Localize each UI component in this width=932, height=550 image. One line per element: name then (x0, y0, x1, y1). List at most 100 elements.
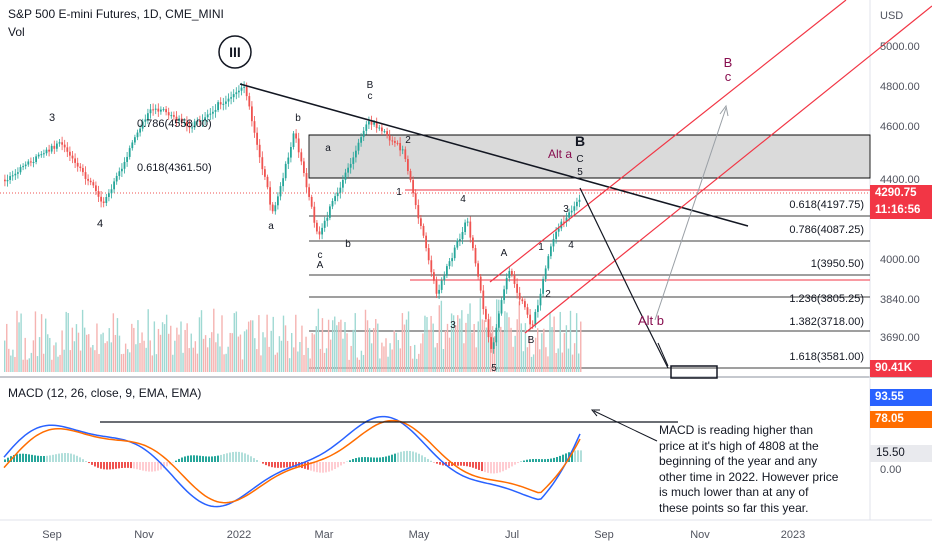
wave-label: 3 (563, 204, 569, 215)
candle-body (144, 119, 147, 122)
macd-histogram-bar (349, 460, 351, 462)
candle-body (175, 116, 178, 121)
volume-bar (467, 313, 469, 372)
candle-body (284, 163, 287, 179)
macd-histogram-bar (406, 450, 408, 462)
volume-bar (151, 355, 153, 372)
candle-body (152, 109, 154, 111)
candle-body (274, 205, 277, 212)
volume-bar (545, 347, 547, 372)
macd-histogram-bar (268, 462, 270, 467)
volume-bar (161, 322, 164, 372)
note-arrow-head (590, 409, 600, 417)
candle-body (526, 307, 529, 315)
volume-bar (254, 338, 256, 372)
macd-histogram-bar (193, 455, 195, 462)
candle-body (118, 171, 121, 176)
volume-bar (118, 335, 121, 372)
candle-body (511, 270, 513, 276)
volume-bar (500, 326, 502, 372)
volume-bar (321, 318, 324, 372)
volume-bar (532, 354, 535, 372)
macd-histogram-bar (502, 462, 504, 472)
volume-bar (383, 346, 385, 372)
wave-iii-circle (218, 35, 252, 69)
candle-body (178, 118, 180, 121)
candle-body (136, 132, 139, 138)
candle-body (544, 268, 547, 279)
wave-label: b (295, 113, 301, 124)
volume-bar (567, 348, 570, 372)
candle-body (6, 179, 9, 182)
macd-histogram-bar (493, 462, 495, 474)
candle-body (435, 280, 438, 294)
candle-body (531, 324, 534, 326)
volume-bar (422, 333, 424, 372)
volume-bar (446, 323, 449, 372)
wave-label: 3 (49, 112, 55, 124)
volume-bar (104, 343, 106, 372)
macd-histogram-bar (166, 462, 168, 467)
volume-bar (77, 332, 80, 372)
volume-bar (469, 303, 471, 372)
volume-bar (18, 322, 20, 372)
candle-body (563, 221, 565, 223)
volume-bar (108, 328, 110, 372)
volume-bar (418, 353, 420, 372)
macd-histogram-bar (202, 456, 204, 462)
wave-label: B (724, 55, 733, 70)
macd-histogram-bar (226, 453, 228, 462)
candle-body (329, 206, 331, 218)
volume-bar (493, 336, 496, 372)
volume-bar (358, 359, 361, 372)
candle-body (14, 173, 17, 176)
volume-bar (112, 313, 115, 372)
volume-label[interactable]: Vol (8, 25, 25, 39)
macd-indicator-title[interactable]: MACD (12, 26, close, 9, EMA, EMA) (8, 386, 202, 400)
candle-body (162, 109, 165, 111)
macd-histogram-bar (229, 452, 231, 462)
macd-histogram-bar (271, 462, 273, 468)
time-axis-tick: 2023 (781, 529, 805, 541)
candle-body (290, 146, 292, 158)
candle-body (485, 309, 487, 320)
macd-histogram-bar (61, 453, 63, 462)
volume-bar (94, 350, 96, 372)
macd-histogram-bar (58, 453, 60, 462)
candle-body (48, 149, 50, 152)
macd-histogram-bar (394, 453, 396, 462)
macd-histogram-bar (247, 454, 249, 462)
volume-bar (131, 323, 133, 372)
volume-bar (196, 353, 199, 372)
macd-histogram-bar (241, 452, 243, 462)
candle-body (50, 145, 53, 152)
volume-bar (88, 334, 90, 372)
macd-histogram-bar (490, 462, 492, 474)
candle-body (261, 157, 264, 170)
volume-bar (395, 332, 397, 372)
volume-bar (512, 346, 514, 372)
candle-body (30, 161, 32, 163)
fib-level-label: 1(3950.50) (811, 258, 864, 270)
macd-histogram-bar (76, 455, 78, 462)
candle-body (37, 154, 40, 157)
volume-bar (282, 315, 285, 372)
macd-histogram-bar (253, 458, 255, 462)
symbol-title[interactable]: S&P 500 E-mini Futures, 1D, CME_MINI (8, 7, 224, 21)
volume-bar (305, 336, 307, 372)
macd-histogram-bar (16, 454, 18, 462)
volume-bar (561, 352, 563, 372)
candle-body (24, 164, 27, 167)
candle-body (71, 155, 74, 159)
volume-bar (354, 313, 356, 372)
volume-bar (444, 330, 447, 372)
volume-bar (502, 331, 504, 372)
volume-bar (520, 323, 522, 372)
candle-body (165, 109, 167, 113)
volume-bar (393, 330, 395, 372)
wave-label: 1 (538, 242, 544, 253)
note-arrow (593, 410, 658, 442)
time-axis-tick: Sep (42, 529, 62, 541)
last-price-tag: 4290.75 (870, 185, 932, 202)
volume-bar (4, 340, 6, 372)
